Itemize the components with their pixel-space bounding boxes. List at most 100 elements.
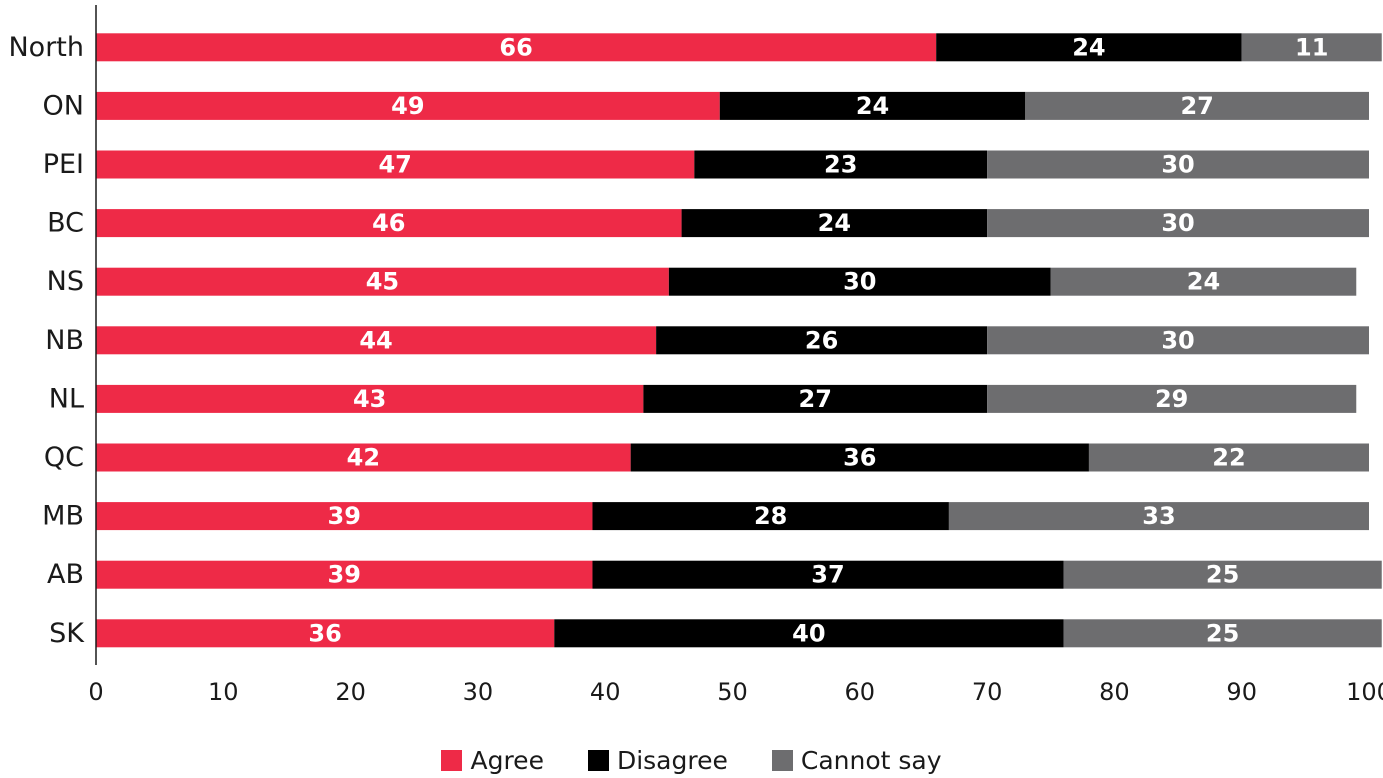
legend-label-cannot-say: Cannot say (800, 745, 942, 775)
data-label-disagree-ab: 37 (811, 561, 844, 589)
data-labels: 66 24 11 49 24 27 47 23 30 46 24 30 45 30 24 44 26 30 43 27… (308, 33, 1328, 647)
category-label-nl: NL (49, 383, 84, 414)
bar-cannot-say-nb (987, 326, 1369, 355)
data-label-disagree-on: 24 (856, 92, 889, 120)
bar-agree-ns (96, 267, 669, 296)
bar-agree-qc (96, 443, 631, 472)
data-label-cannot-say-nl: 29 (1155, 385, 1188, 413)
data-label-agree-north: 66 (499, 33, 532, 61)
bar-cannot-say-bc (987, 209, 1369, 238)
data-label-disagree-mb: 28 (754, 502, 787, 530)
bar-disagree-ab (592, 560, 1064, 589)
bars-group (96, 33, 1382, 648)
stacked-bar-chart: North ON PEI BC NS NB NL QC MB AB SK 66 24 11 49 24 27 4… (8, 5, 1383, 706)
category-label-north: North (8, 32, 84, 63)
legend-item-disagree: Disagree (587, 745, 728, 775)
bar-agree-nb (96, 326, 657, 355)
bar-cannot-say-sk (1063, 619, 1382, 648)
data-label-disagree-nb: 26 (805, 326, 838, 354)
legend-swatch-cannot-say (771, 749, 793, 771)
category-label-nb: NB (45, 325, 84, 356)
data-label-agree-ns: 45 (366, 268, 399, 296)
x-tick-label: 80 (1099, 678, 1130, 706)
x-tick-label: 50 (717, 678, 748, 706)
category-label-ns: NS (47, 266, 84, 297)
data-label-disagree-bc: 24 (818, 209, 851, 237)
data-label-disagree-pei: 23 (824, 151, 857, 179)
data-label-agree-mb: 39 (328, 502, 361, 530)
category-label-sk: SK (49, 618, 85, 649)
data-label-cannot-say-mb: 33 (1142, 502, 1175, 530)
data-label-cannot-say-ns: 24 (1187, 268, 1220, 296)
legend: Agree Disagree Cannot say (0, 742, 1383, 778)
bar-cannot-say-nl (987, 384, 1357, 413)
data-label-disagree-sk: 40 (792, 619, 825, 647)
data-label-cannot-say-pei: 30 (1161, 151, 1194, 179)
data-label-disagree-north: 24 (1072, 33, 1105, 61)
data-label-cannot-say-on: 27 (1180, 92, 1213, 120)
data-label-agree-qc: 42 (347, 444, 380, 472)
legend-item-cannot-say: Cannot say (771, 745, 942, 775)
bar-agree-ab (96, 560, 593, 589)
data-label-cannot-say-nb: 30 (1161, 326, 1194, 354)
x-tick-label: 10 (208, 678, 239, 706)
x-tick-label: 0 (88, 678, 103, 706)
category-label-qc: QC (44, 442, 84, 473)
bar-cannot-say-on (1025, 91, 1369, 120)
bar-cannot-say-pei (987, 150, 1369, 179)
data-label-agree-pei: 47 (378, 151, 411, 179)
data-label-disagree-nl: 27 (799, 385, 832, 413)
bar-disagree-on (719, 91, 1026, 120)
x-tick-label: 70 (972, 678, 1003, 706)
data-label-agree-nb: 44 (359, 326, 392, 354)
bar-disagree-pei (694, 150, 988, 179)
data-label-agree-nl: 43 (353, 385, 386, 413)
data-label-agree-sk: 36 (308, 619, 341, 647)
bar-agree-pei (96, 150, 695, 179)
data-label-agree-ab: 39 (328, 561, 361, 589)
data-label-cannot-say-north: 11 (1295, 33, 1328, 61)
category-label-mb: MB (42, 501, 84, 532)
bar-disagree-nb (656, 326, 988, 355)
category-label-ab: AB (47, 559, 84, 590)
data-label-agree-bc: 46 (372, 209, 405, 237)
data-label-agree-on: 49 (391, 92, 424, 120)
bar-cannot-say-ns (1050, 267, 1357, 296)
data-label-disagree-ns: 30 (843, 268, 876, 296)
bar-cannot-say-north (1241, 33, 1382, 62)
x-tick-label: 40 (590, 678, 621, 706)
data-label-disagree-qc: 36 (843, 444, 876, 472)
data-label-cannot-say-qc: 22 (1212, 444, 1245, 472)
data-label-cannot-say-ab: 25 (1206, 561, 1239, 589)
bar-disagree-bc (681, 209, 988, 238)
bar-disagree-mb (592, 502, 949, 531)
category-labels: North ON PEI BC NS NB NL QC MB AB SK (8, 32, 85, 649)
legend-label-disagree: Disagree (616, 745, 728, 775)
x-tick-label: 20 (335, 678, 366, 706)
legend-swatch-agree (441, 749, 463, 771)
legend-item-agree: Agree (441, 745, 544, 775)
x-tick-label: 60 (845, 678, 876, 706)
bar-cannot-say-mb (948, 502, 1369, 531)
bar-agree-on (96, 91, 720, 120)
bar-agree-nl (96, 384, 644, 413)
bar-agree-north (96, 33, 937, 62)
x-axis-tick-labels: 0 10 20 30 40 50 60 70 80 90 100 (88, 678, 1383, 706)
data-label-cannot-say-sk: 25 (1206, 619, 1239, 647)
x-tick-label: 100 (1346, 678, 1383, 706)
bar-cannot-say-qc (1088, 443, 1369, 472)
category-label-on: ON (43, 90, 84, 121)
bar-disagree-nl (643, 384, 988, 413)
bar-disagree-sk (554, 619, 1064, 648)
bar-cannot-say-ab (1063, 560, 1382, 589)
bar-disagree-north (936, 33, 1242, 62)
x-tick-label: 30 (463, 678, 494, 706)
bar-disagree-qc (630, 443, 1089, 472)
legend-swatch-disagree (587, 749, 609, 771)
bar-disagree-ns (668, 267, 1051, 296)
category-label-pei: PEI (43, 149, 84, 180)
x-tick-label: 90 (1226, 678, 1257, 706)
data-label-cannot-say-bc: 30 (1161, 209, 1194, 237)
bar-agree-bc (96, 209, 682, 238)
legend-label-agree: Agree (470, 745, 544, 775)
